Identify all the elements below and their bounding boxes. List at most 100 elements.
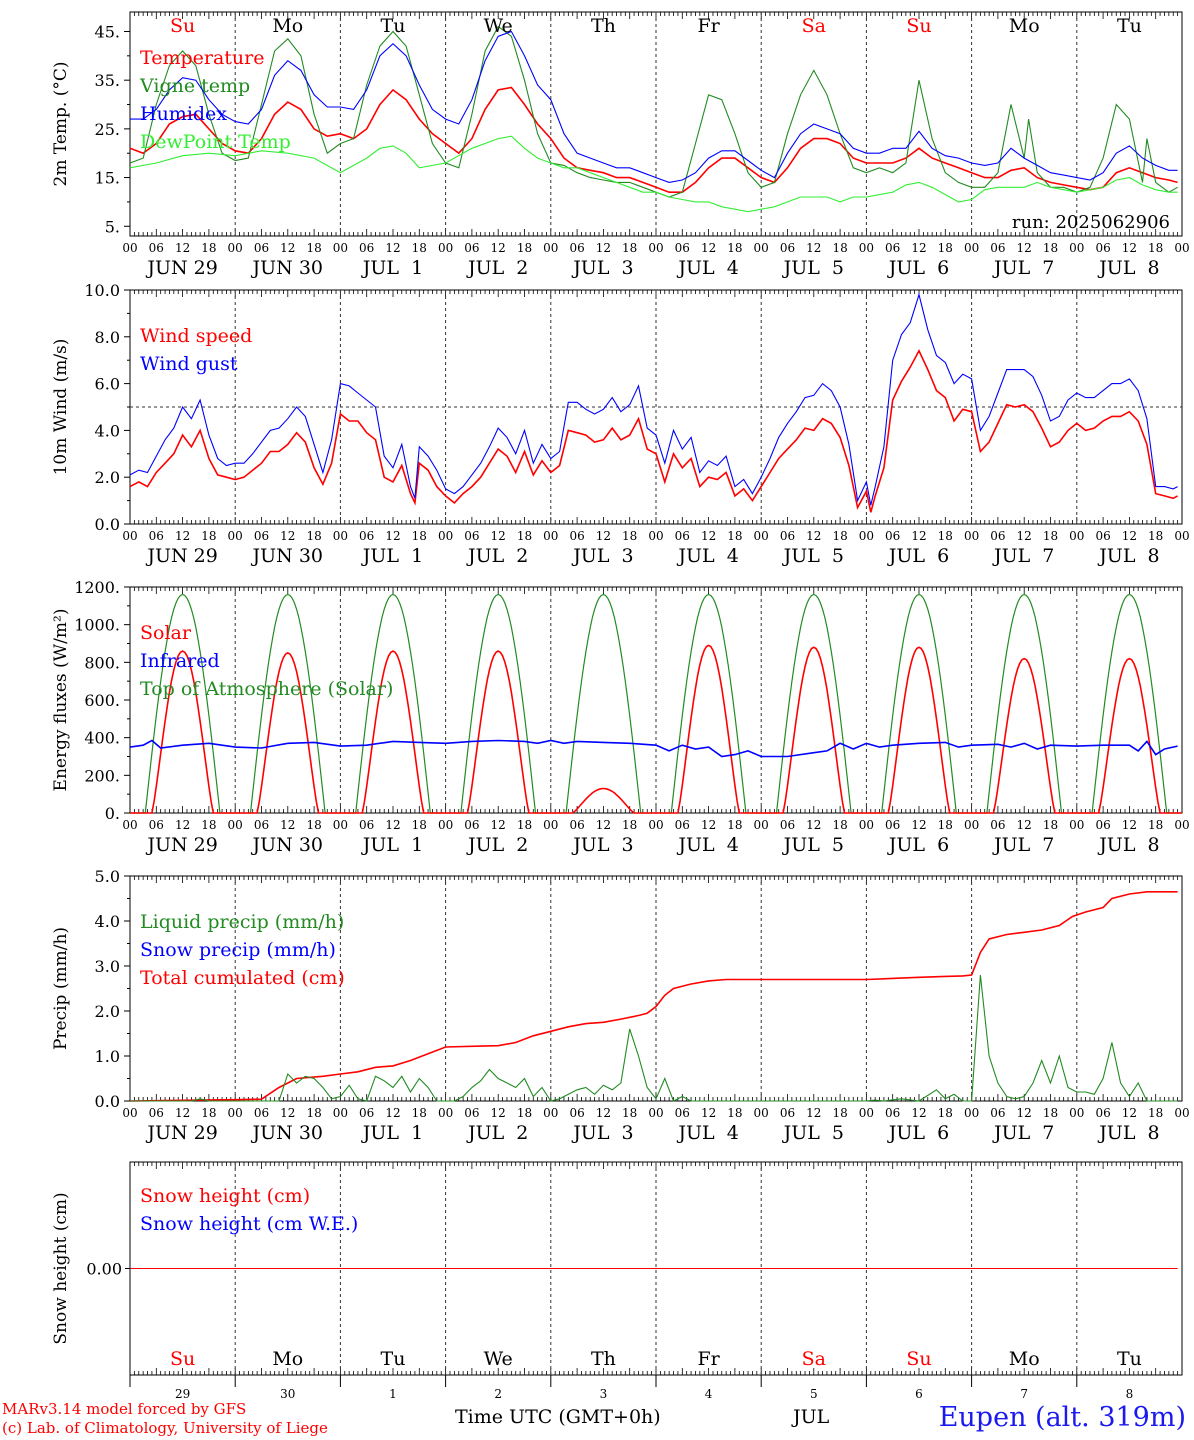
- wind-hour-tick-label: 18: [938, 529, 953, 543]
- energy-ytick-label: 1200.: [74, 578, 120, 597]
- temperature-hour-tick-label: 06: [254, 241, 269, 255]
- energy-legend-0: Solar: [140, 622, 192, 644]
- energy-date-label: JUL 4: [676, 834, 738, 856]
- weekday-top: We: [484, 15, 513, 37]
- energy-ytick-label: 800.: [84, 653, 120, 672]
- credit-line-model: MARv3.14 model forced by GFS: [2, 1400, 247, 1418]
- temperature-date-label: JUL 4: [676, 257, 738, 279]
- temperature-hour-tick-label: 00: [1069, 241, 1084, 255]
- wind-legend-1: Wind gust: [140, 353, 238, 375]
- precip-hour-tick-label: 18: [727, 1106, 742, 1120]
- energy-hour-tick-label: 12: [1017, 818, 1032, 832]
- wind-minor-ticks: [129, 290, 1183, 524]
- temperature-hour-tick-label: 06: [359, 241, 374, 255]
- day-number: 3: [600, 1387, 608, 1401]
- energy-hour-tick-label: 12: [175, 818, 190, 832]
- precip-hour-tick-label: 06: [675, 1106, 690, 1120]
- energy-hour-tick-label: 06: [149, 818, 164, 832]
- temperature-hour-tick-label: 06: [780, 241, 795, 255]
- weekday-bottom: Th: [591, 1348, 616, 1370]
- energy-hour-tick-label: 00: [964, 818, 979, 832]
- wind-hour-tick-label: 12: [806, 529, 821, 543]
- energy-hour-tick-label: 06: [675, 818, 690, 832]
- precip-hour-tick-label: 06: [569, 1106, 584, 1120]
- day-number: 29: [175, 1387, 190, 1401]
- weekday-bottom: Mo: [272, 1348, 303, 1370]
- weekday-top: Mo: [1009, 15, 1040, 37]
- temperature-frame: [129, 11, 1183, 237]
- temperature-legend-0: Temperature: [140, 47, 264, 69]
- energy-hour-tick-label: 00: [648, 818, 663, 832]
- energy-ylabel: Energy fluxes (W/m²): [51, 609, 71, 792]
- precip-date-label: JUL 7: [992, 1122, 1054, 1144]
- wind-ylabel: 10m Wind (m/s): [51, 339, 71, 476]
- wind-hour-tick-label: 00: [122, 529, 137, 543]
- temperature-hour-tick-label: 18: [412, 241, 427, 255]
- day-number: 7: [1020, 1387, 1028, 1401]
- energy-hour-tick-label: 00: [543, 818, 558, 832]
- energy-hour-tick-label: 06: [885, 818, 900, 832]
- wind-hour-tick-label: 18: [306, 529, 321, 543]
- temperature-ytick-label: 35.: [95, 71, 120, 90]
- wind-hour-tick-label: 12: [1122, 529, 1137, 543]
- run-label: run: 2025062906: [1012, 212, 1170, 233]
- precip-date-label: JUN 30: [251, 1122, 323, 1144]
- precip-hour-tick-label: 12: [280, 1106, 295, 1120]
- wind-hour-tick-label: 00: [754, 529, 769, 543]
- precip-date-label: JUL 2: [466, 1122, 528, 1144]
- day-number: 5: [810, 1387, 818, 1401]
- precip-hour-tick-label: 18: [938, 1106, 953, 1120]
- wind-hour-tick-label: 06: [569, 529, 584, 543]
- wind-hour-tick-label: 18: [727, 529, 742, 543]
- wind-hour-tick-label: 18: [832, 529, 847, 543]
- weekday-top: Sa: [802, 15, 826, 37]
- wind-hour-tick-label: 00: [543, 529, 558, 543]
- precip-legend-1: Snow precip (mm/h): [140, 939, 336, 961]
- wind-date-label: JUL 5: [782, 545, 844, 567]
- weekday-bottom: Su: [170, 1348, 195, 1370]
- weekday-top: Su: [170, 15, 195, 37]
- precip-hour-tick-label: 06: [359, 1106, 374, 1120]
- precip-hour-tick-label: 18: [201, 1106, 216, 1120]
- toa-solar-line: [130, 593, 1182, 814]
- precip-hour-tick-label: 06: [149, 1106, 164, 1120]
- precip-hour-tick-label: 12: [806, 1106, 821, 1120]
- wind-date-label: JUL 3: [571, 545, 633, 567]
- energy-hour-tick-label: 00: [228, 818, 243, 832]
- temperature-series-humidex: [130, 30, 1178, 183]
- energy-hour-tick-label: 18: [517, 818, 532, 832]
- wind-hour-tick-label: 00: [1174, 529, 1189, 543]
- wind-ytick-label: 0.0: [95, 515, 120, 534]
- day-number: 30: [280, 1387, 295, 1401]
- precip-legend-0: Liquid precip (mm/h): [140, 911, 344, 933]
- energy-hour-tick-label: 00: [754, 818, 769, 832]
- temperature-hour-tick-label: 06: [885, 241, 900, 255]
- precip-ytick-label: 3.0: [95, 957, 120, 976]
- energy-ytick-label: 1000.: [74, 616, 120, 635]
- wind-hour-tick-label: 00: [859, 529, 874, 543]
- energy-legend-2: Top of Atmosphere (Solar): [140, 678, 393, 700]
- temperature-date-label: JUL 2: [466, 257, 528, 279]
- energy-hour-tick-label: 00: [122, 818, 137, 832]
- energy-hour-tick-label: 00: [333, 818, 348, 832]
- precip-hour-tick-label: 18: [832, 1106, 847, 1120]
- precip-hour-tick-label: 18: [622, 1106, 637, 1120]
- energy-hour-tick-label: 12: [806, 818, 821, 832]
- precip-hour-tick-label: 18: [306, 1106, 321, 1120]
- temperature-hour-tick-label: 06: [464, 241, 479, 255]
- temperature-hour-tick-label: 00: [964, 241, 979, 255]
- month-label: JUL: [793, 1406, 830, 1428]
- energy-hour-tick-label: 12: [280, 818, 295, 832]
- temperature-date-label: JUN 29: [145, 257, 217, 279]
- temperature-minor-ticks: [129, 12, 1183, 236]
- energy-hour-tick-label: 06: [464, 818, 479, 832]
- precip-series-total-cumulated-cm-: [129, 891, 1178, 1102]
- energy-hour-tick-label: 18: [1148, 818, 1163, 832]
- wind-hour-tick-label: 18: [1043, 529, 1058, 543]
- snow-ylabel: Snow height (cm): [51, 1192, 71, 1344]
- precip-date-label: JUL 1: [361, 1122, 423, 1144]
- x-axis-label: Time UTC (GMT+0h): [455, 1406, 661, 1428]
- temperature-hour-tick-label: 18: [938, 241, 953, 255]
- wind-hour-tick-label: 00: [228, 529, 243, 543]
- precip-hour-tick-label: 06: [254, 1106, 269, 1120]
